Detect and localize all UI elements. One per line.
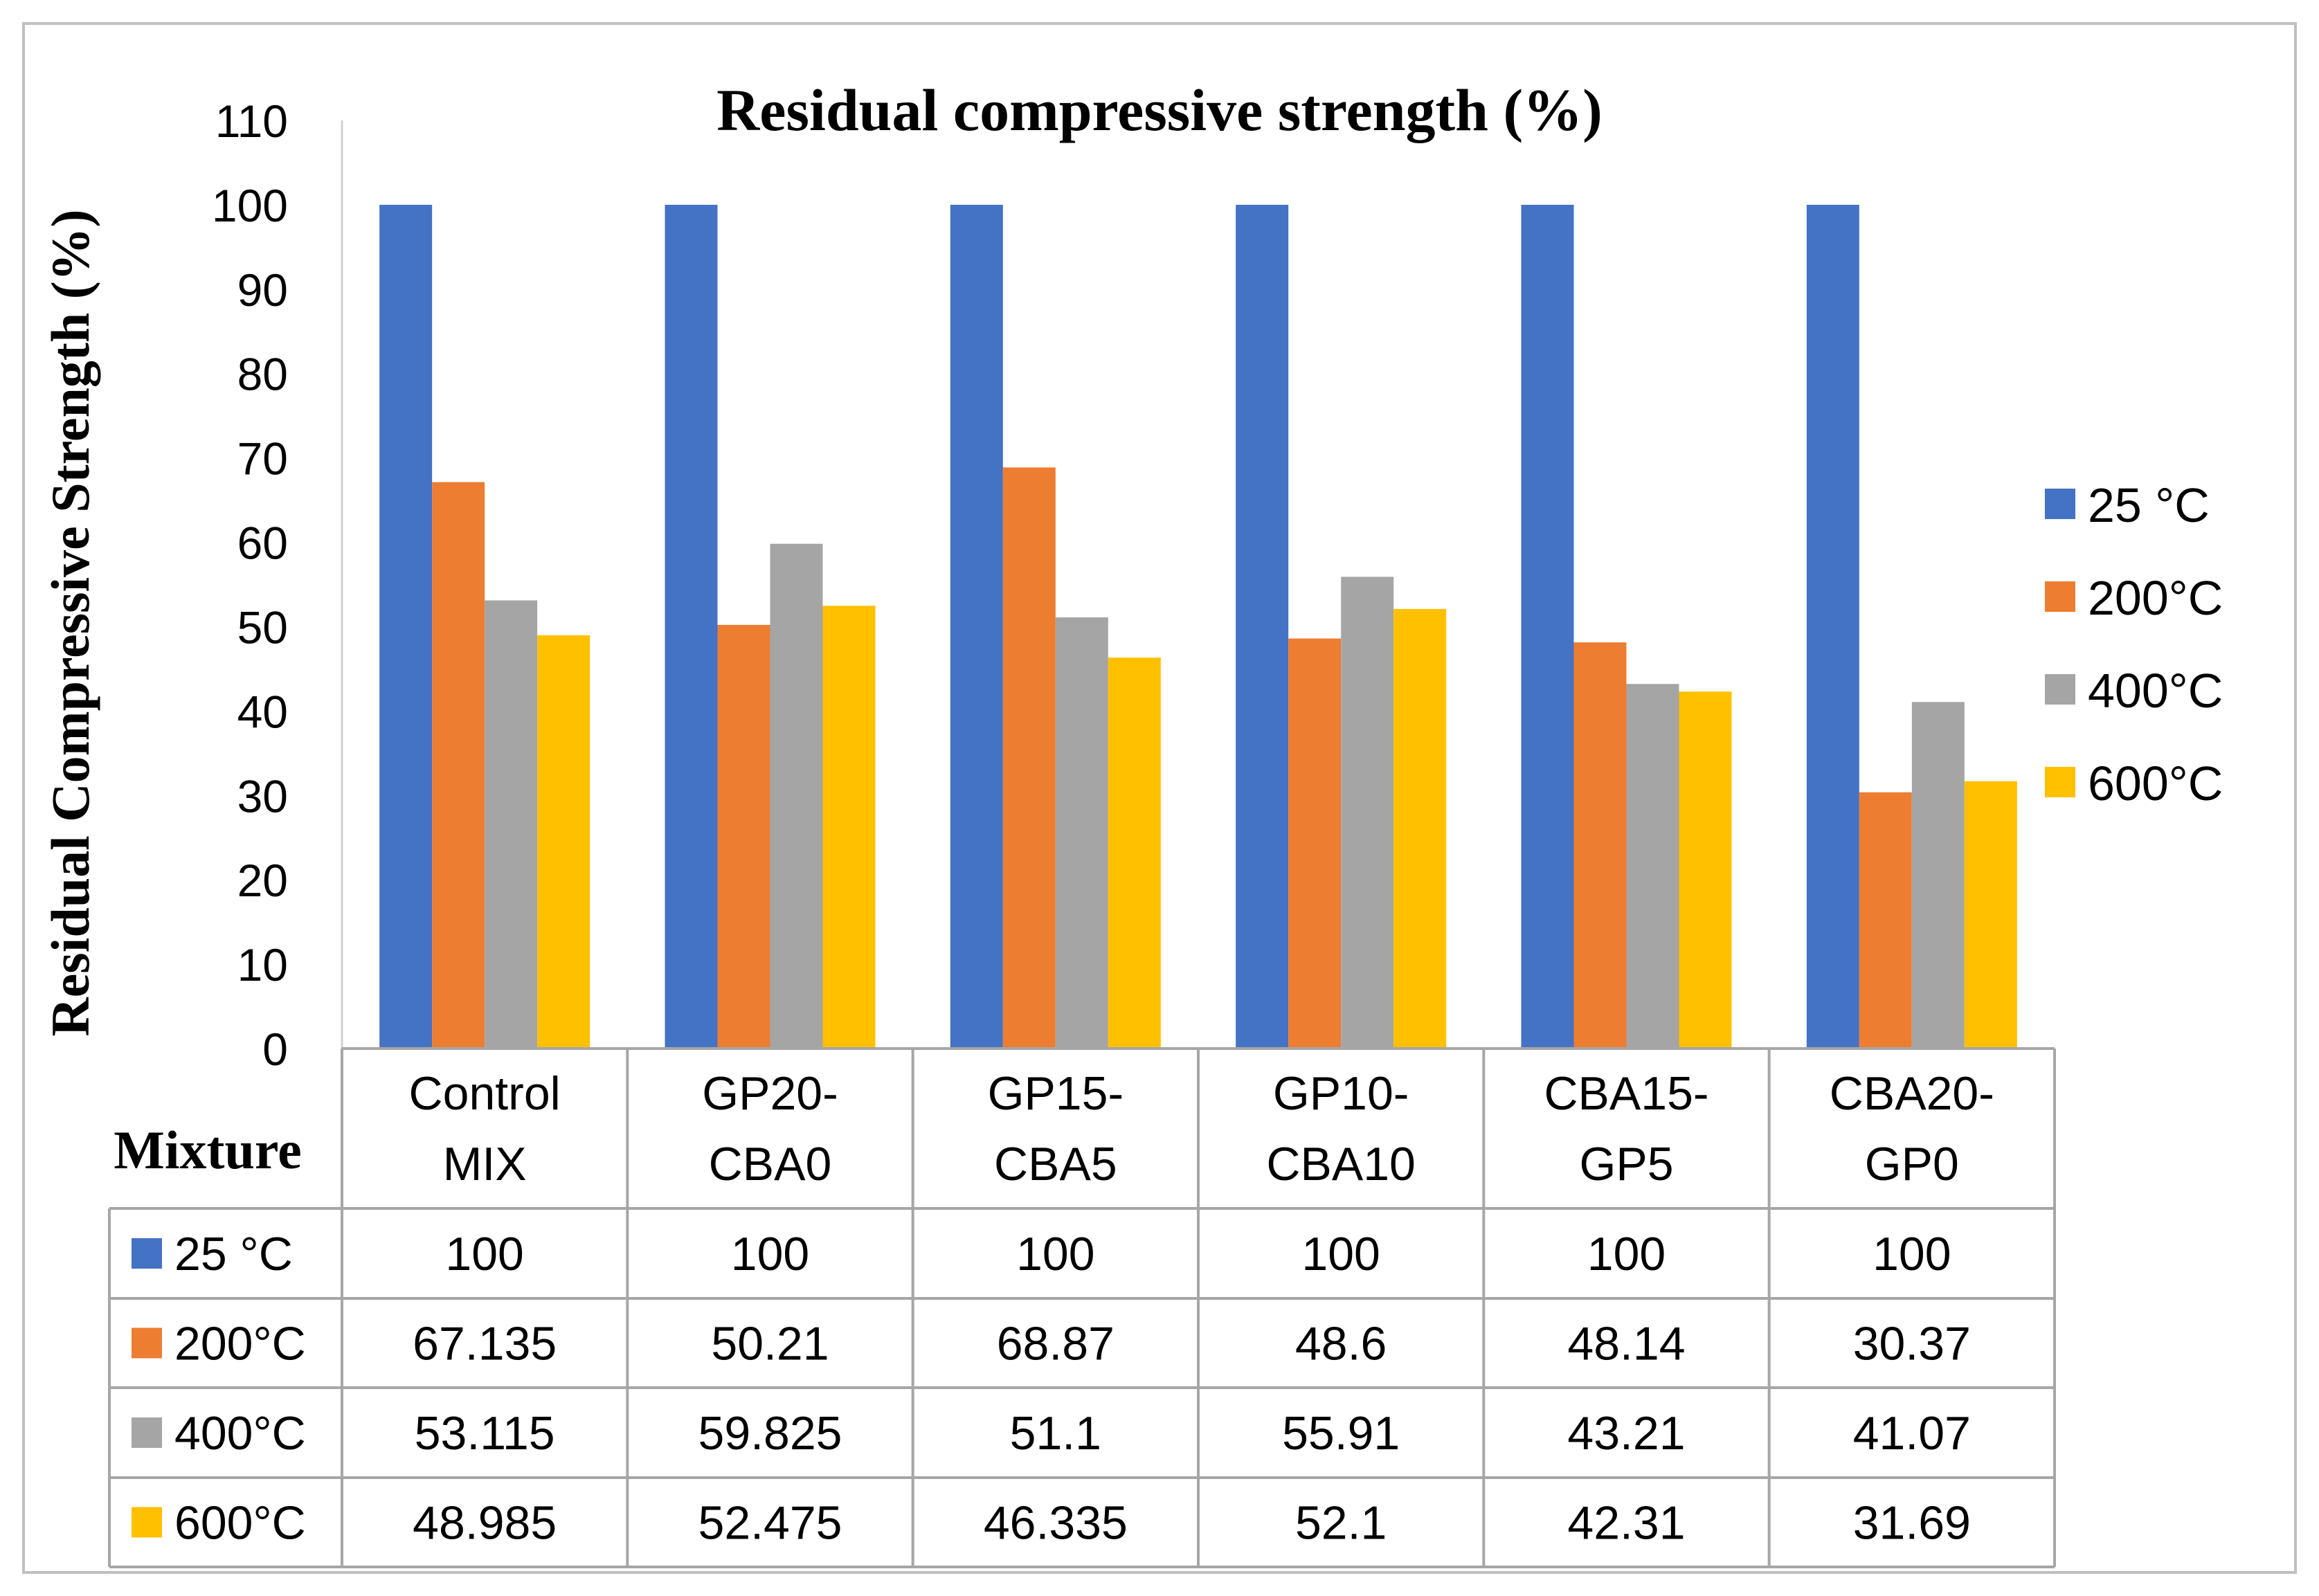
bar-400c-5: [1911, 702, 1965, 1049]
table-series-label: 25 °C: [174, 1228, 293, 1280]
y-tick-label: 30: [237, 770, 288, 822]
legend-key: [2045, 581, 2075, 612]
table-legend-key: [132, 1507, 162, 1538]
y-tick-label: 90: [237, 264, 288, 316]
y-tick-label: 70: [237, 433, 288, 484]
category-label: GP5: [1579, 1138, 1673, 1190]
bar-600c-0: [537, 635, 590, 1049]
table-legend-key: [132, 1417, 162, 1448]
y-tick-label: 20: [237, 855, 288, 906]
table-cell-value: 67.135: [413, 1318, 557, 1370]
bar-400c-3: [1341, 577, 1394, 1049]
table-cell-value: 48.985: [413, 1497, 557, 1550]
bar-25c-3: [1236, 204, 1289, 1049]
y-axis-title: Residual Compressive Strength (%): [40, 209, 100, 1036]
table-cell-value: 51.1: [1010, 1407, 1101, 1460]
category-label: CBA10: [1266, 1138, 1415, 1190]
x-axis-title: Mixture: [114, 1120, 301, 1180]
table-series-label: 200°C: [174, 1318, 306, 1370]
bar-25c-2: [950, 204, 1003, 1049]
category-label: Control: [409, 1067, 561, 1120]
bar-600c-4: [1679, 691, 1732, 1049]
y-tick-label: 80: [237, 349, 288, 400]
bar-200c-2: [1002, 467, 1056, 1049]
y-tick-label: 60: [237, 518, 288, 569]
table-cell-value: 42.31: [1567, 1497, 1685, 1550]
bar-400c-0: [485, 600, 538, 1049]
legend-label: 200°C: [2088, 571, 2223, 625]
category-label: GP15-: [988, 1067, 1124, 1120]
category-label: MIX: [443, 1138, 527, 1190]
bar-200c-0: [432, 482, 485, 1049]
category-label: GP10-: [1273, 1067, 1409, 1120]
table-cell-value: 30.37: [1853, 1318, 1971, 1370]
legend-label: 400°C: [2088, 664, 2223, 718]
category-label: CBA0: [709, 1138, 832, 1190]
table-series-label: 600°C: [174, 1497, 306, 1550]
y-tick-label: 0: [262, 1024, 288, 1075]
table-cell-value: 53.115: [415, 1407, 555, 1460]
table-cell-value: 59.825: [698, 1407, 842, 1460]
bar-600c-2: [1108, 658, 1161, 1049]
category-label: CBA20-: [1830, 1067, 1994, 1120]
bar-600c-1: [822, 606, 876, 1049]
category-label: GP0: [1865, 1138, 1959, 1190]
category-label: GP20-: [702, 1067, 838, 1120]
table-series-label: 400°C: [174, 1407, 306, 1460]
table-legend-key: [132, 1327, 162, 1359]
y-tick-label: 100: [212, 180, 288, 231]
table-cell-value: 43.21: [1567, 1407, 1685, 1460]
legend-key: [2045, 674, 2075, 705]
y-tick-label: 40: [237, 686, 288, 737]
y-tick-label: 50: [237, 601, 288, 653]
table-cell-value: 52.475: [698, 1497, 842, 1550]
table-cell-value: 50.21: [711, 1318, 829, 1370]
bar-layer: [379, 204, 2017, 1049]
category-label: CBA5: [994, 1138, 1117, 1190]
axis-layer: 0 10 20 30 40 50 60 70 80 90 100 110: [212, 96, 343, 1075]
bar-200c-1: [717, 624, 770, 1049]
table-cell-value: 100: [731, 1228, 809, 1280]
bar-200c-3: [1288, 638, 1342, 1049]
table-cell-value: 55.91: [1282, 1407, 1400, 1460]
table-cell-value: 48.6: [1295, 1318, 1387, 1370]
table-legend-key: [132, 1238, 162, 1269]
legend-key: [2045, 767, 2075, 797]
table-cell-value: 41.07: [1853, 1407, 1971, 1460]
y-tick-label: 10: [237, 939, 288, 990]
bar-400c-4: [1626, 684, 1679, 1049]
bar-200c-5: [1859, 792, 1912, 1049]
bar-200c-4: [1573, 642, 1627, 1049]
legend: 25 °C 200°C 400°C 600°C: [2045, 478, 2223, 810]
table-cell-value: 100: [1016, 1228, 1094, 1280]
legend-label: 25 °C: [2088, 478, 2210, 532]
bar-25c-4: [1521, 204, 1574, 1049]
table-cell-value: 48.14: [1567, 1318, 1685, 1370]
table-cell-value: 100: [1873, 1228, 1951, 1280]
legend-key: [2045, 489, 2075, 519]
table-cell-value: 100: [445, 1228, 523, 1280]
category-label: CBA15-: [1544, 1067, 1708, 1120]
bar-25c-1: [665, 204, 718, 1049]
table-cell-value: 46.335: [984, 1497, 1128, 1550]
table-cell-value: 68.87: [997, 1318, 1115, 1370]
legend-label: 600°C: [2088, 756, 2223, 810]
y-tick-label: 110: [215, 96, 288, 147]
table-cell-value: 100: [1587, 1228, 1666, 1280]
bar-25c-0: [379, 204, 433, 1049]
table-cell-value: 52.1: [1295, 1497, 1387, 1550]
bar-600c-5: [1964, 781, 2017, 1049]
bar-25c-5: [1806, 204, 1859, 1049]
data-table: Control MIX GP20- CBA0 GP15- CBA5 GP10- CBA10 CB…: [108, 1047, 2056, 1568]
table-cell-value: 100: [1301, 1228, 1380, 1280]
bar-400c-1: [770, 543, 823, 1049]
bar-400c-2: [1055, 617, 1108, 1049]
chart-title: Residual compressive strength (%): [716, 77, 1603, 143]
table-cell-value: 31.69: [1853, 1497, 1971, 1550]
bar-600c-3: [1393, 608, 1447, 1049]
